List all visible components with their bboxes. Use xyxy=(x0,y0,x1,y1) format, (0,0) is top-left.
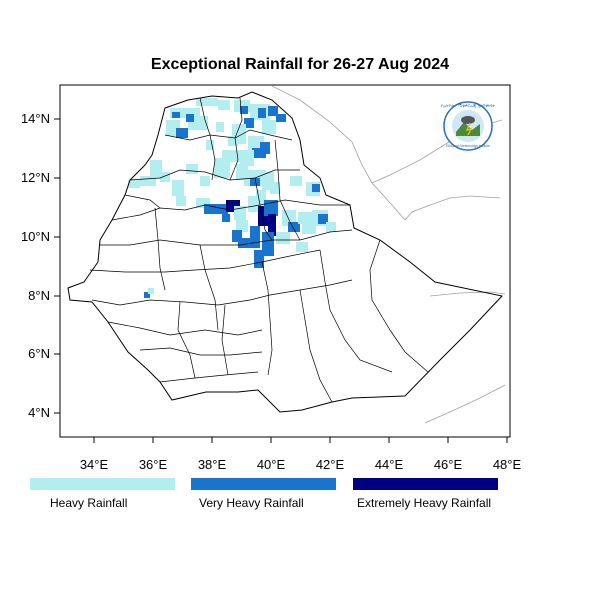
rain-cell-extremely-heavy xyxy=(268,214,276,236)
legend-swatch-very-heavy xyxy=(191,478,336,490)
rain-cell-heavy xyxy=(256,190,266,204)
y-tick-label: 14°N xyxy=(21,111,50,126)
x-tick-label: 42°E xyxy=(316,457,345,472)
rain-cell-heavy xyxy=(128,180,140,188)
rain-cell-heavy xyxy=(176,196,186,206)
rain-cell-very-heavy xyxy=(268,106,278,116)
x-tick-label: 34°E xyxy=(80,457,109,472)
rain-cell-very-heavy xyxy=(176,128,188,138)
rain-cell-heavy xyxy=(196,198,210,208)
rain-cell-heavy xyxy=(160,172,170,182)
rain-cell-very-heavy xyxy=(232,230,242,242)
rain-cell-heavy xyxy=(148,288,154,294)
x-tick-label: 48°E xyxy=(493,457,522,472)
y-tick-label: 12°N xyxy=(21,170,50,185)
rain-cell-heavy xyxy=(298,212,314,224)
rain-cell-heavy xyxy=(296,242,308,252)
x-tick-label: 44°E xyxy=(375,457,404,472)
y-tick-label: 10°N xyxy=(21,229,50,244)
rain-cell-very-heavy xyxy=(144,292,150,298)
y-tick-label: 6°N xyxy=(28,346,50,361)
rain-cell-extremely-heavy xyxy=(258,206,268,226)
rain-cell-very-heavy xyxy=(258,108,266,118)
legend-swatch-heavy xyxy=(30,478,175,490)
rain-cell-heavy xyxy=(170,108,200,118)
rain-cell-heavy xyxy=(214,158,230,178)
legend-extremely-heavy: Extremely Heavy Rainfall xyxy=(353,478,498,510)
rain-cell-heavy xyxy=(240,150,254,166)
country-outline xyxy=(67,91,503,413)
ethiopian-meteorology-institute-logo: የኢትዮጵያ ሜቲዎሮሎጂ ኢንስቲትዩት Ethiopian Meteorol… xyxy=(441,101,495,151)
legend-label-extremely-heavy: Extremely Heavy Rainfall xyxy=(357,496,492,510)
rain-cell-heavy xyxy=(270,182,280,194)
rain-cell-heavy xyxy=(196,98,218,106)
rain-cell-very-heavy xyxy=(312,184,320,192)
rain-cell-heavy xyxy=(236,220,248,232)
legend-label-very-heavy: Very Heavy Rainfall xyxy=(199,496,304,510)
rain-cell-very-heavy xyxy=(244,118,254,128)
rain-cell-heavy xyxy=(216,122,224,132)
rain-cell-very-heavy xyxy=(222,214,230,222)
rain-cell-heavy xyxy=(150,160,162,178)
rain-cell-very-heavy xyxy=(250,226,260,248)
legend-swatch-extremely-heavy xyxy=(353,478,498,490)
logo-text-top: የኢትዮጵያ ሜቲዎሮሎጂ ኢንስቲትዩት xyxy=(441,103,495,108)
legend-heavy: Heavy Rainfall xyxy=(30,478,175,510)
rain-cell-very-heavy xyxy=(238,238,252,248)
rain-cell-heavy xyxy=(228,136,238,146)
rain-cell-very-heavy xyxy=(276,114,286,122)
neighbour-borders xyxy=(271,85,506,424)
rain-cell-very-heavy xyxy=(250,178,260,186)
rain-cell-heavy xyxy=(290,176,302,186)
legend-label-heavy: Heavy Rainfall xyxy=(50,496,128,510)
axis-layer: 34°E 36°E 38°E 40°E 42°E 44°E 46°E 48°E 4°N 6°N 8°… xyxy=(21,111,522,472)
rain-cell-very-heavy xyxy=(204,204,228,214)
map-frame xyxy=(59,84,511,438)
legend-very-heavy: Very Heavy Rainfall xyxy=(191,478,336,510)
rain-cell-heavy xyxy=(140,176,156,186)
rain-cell-very-heavy xyxy=(252,148,266,158)
x-tick-label: 46°E xyxy=(434,457,463,472)
rain-cell-heavy xyxy=(200,176,210,186)
rain-cell-very-heavy xyxy=(240,106,248,114)
x-tick-label: 36°E xyxy=(139,457,168,472)
rain-cell-very-heavy xyxy=(288,222,300,232)
rain-cell-very-heavy xyxy=(186,114,194,122)
rain-cell-heavy xyxy=(326,222,336,232)
rainfall-layer xyxy=(128,98,336,298)
admin-boundaries xyxy=(89,97,429,403)
rain-cell-heavy xyxy=(262,120,276,134)
rain-cell-very-heavy xyxy=(172,112,180,118)
rain-cell-heavy xyxy=(276,232,290,244)
y-tick-label: 4°N xyxy=(28,405,50,420)
y-tick-label: 8°N xyxy=(28,288,50,303)
logo-text-bottom: Ethiopian Meteorology Institute xyxy=(446,144,490,148)
map-title: Exceptional Rainfall for 26-27 Aug 2024 xyxy=(150,56,450,73)
rain-cell-very-heavy xyxy=(264,200,278,216)
rain-cell-heavy xyxy=(206,140,214,150)
rain-cell-heavy xyxy=(234,206,246,220)
x-tick-label: 40°E xyxy=(257,457,286,472)
rain-cell-very-heavy xyxy=(254,250,264,268)
rain-cell-heavy xyxy=(186,164,198,174)
rain-cell-very-heavy xyxy=(318,214,328,224)
rain-cell-heavy xyxy=(172,180,184,196)
x-tick-label: 38°E xyxy=(198,457,227,472)
rain-cell-heavy xyxy=(218,100,230,110)
